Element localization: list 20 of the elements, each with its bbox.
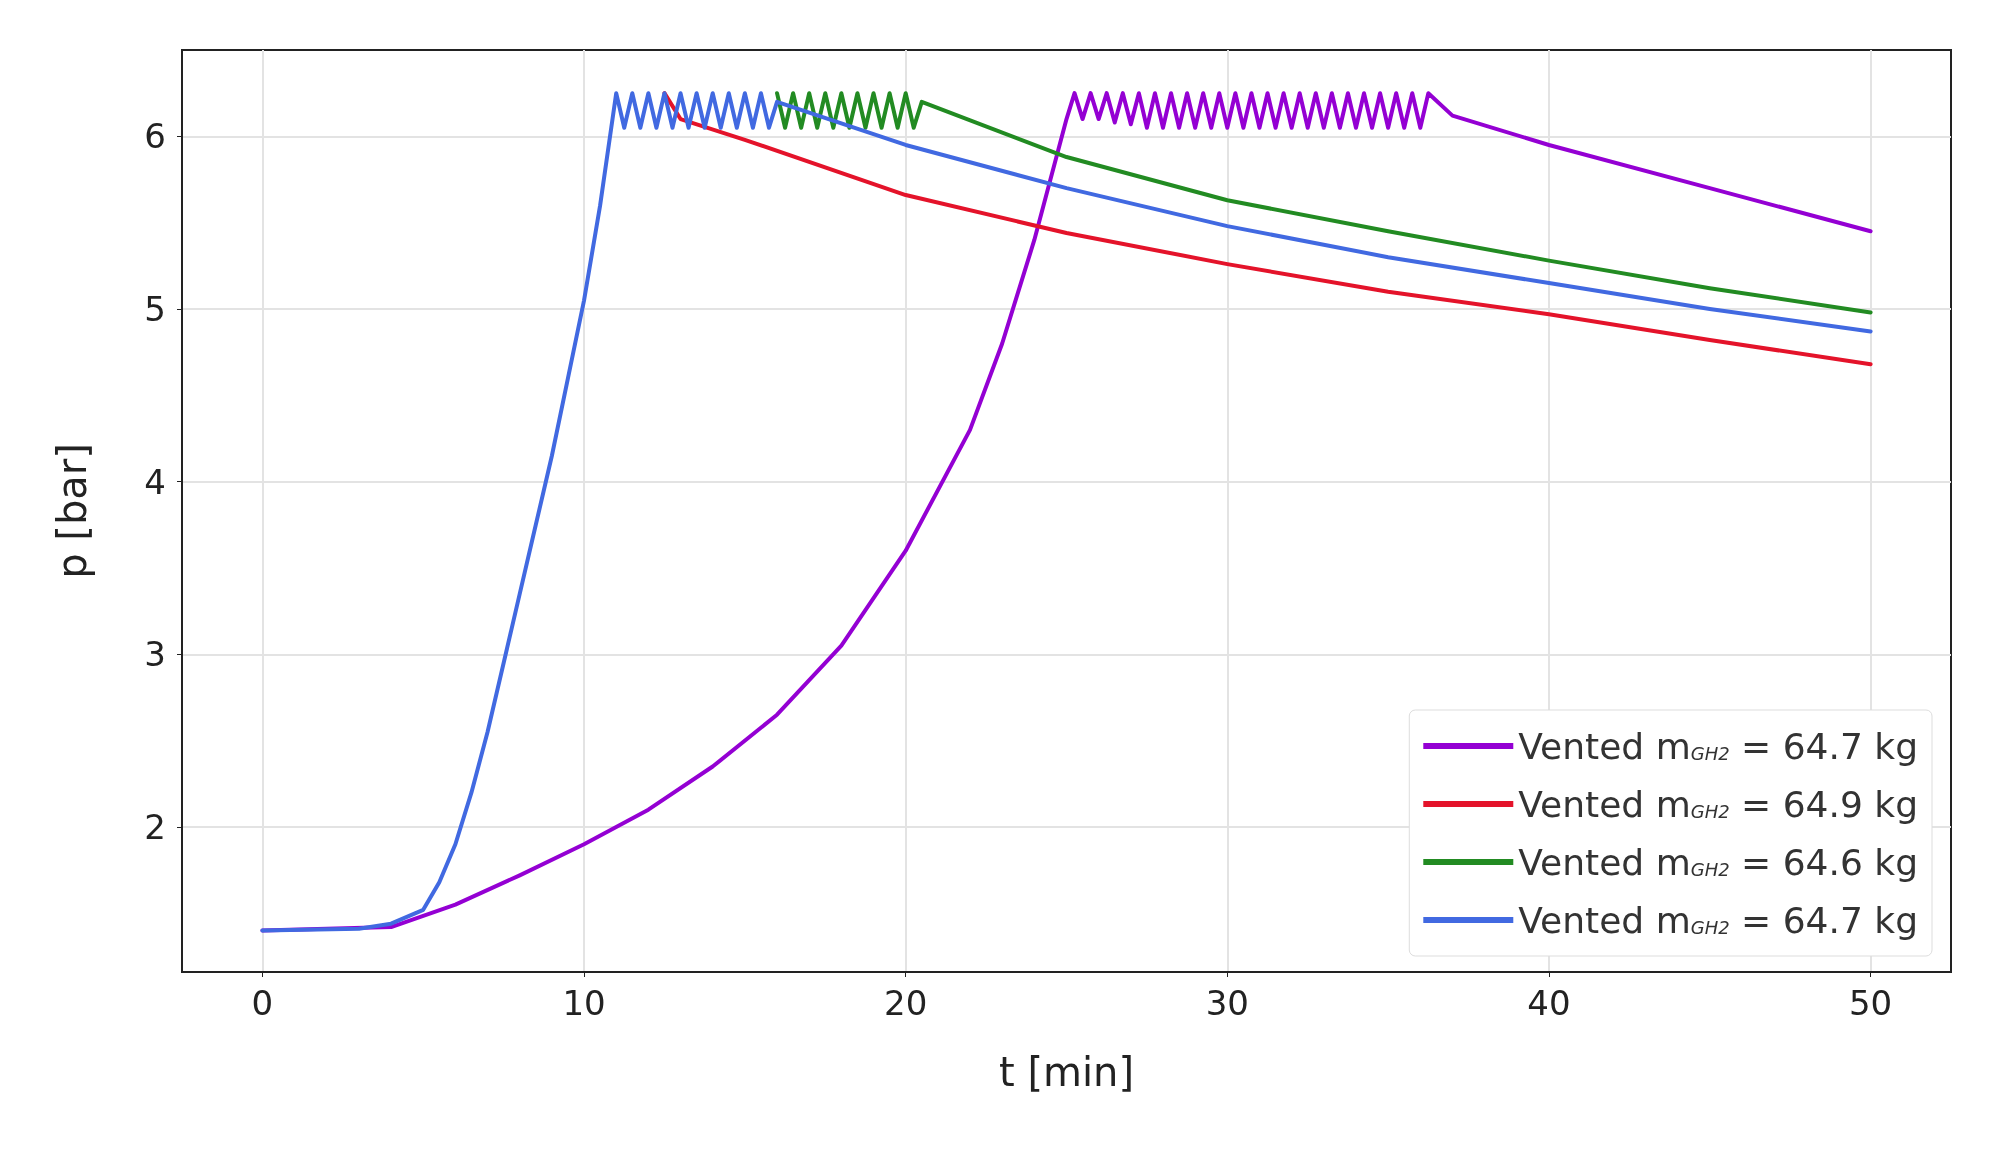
line-series bbox=[775, 91, 1873, 315]
x-tick-label: 20 bbox=[884, 983, 928, 1023]
legend-label: Vented mGH2 = 64.9 kg bbox=[1518, 783, 1919, 825]
x-tick-label: 0 bbox=[251, 983, 274, 1023]
x-tick-label: 30 bbox=[1205, 983, 1249, 1023]
x-axis-title: t [min] bbox=[998, 1049, 1135, 1095]
legend-label: Vented mGH2 = 64.7 kg bbox=[1518, 899, 1919, 941]
y-tick-label: 4 bbox=[144, 461, 166, 502]
y-axis-title: p [bar] bbox=[49, 443, 95, 579]
x-tick-label: 50 bbox=[1848, 983, 1893, 1023]
line-series bbox=[260, 91, 1873, 933]
line-series bbox=[662, 91, 1873, 367]
y-tick-label: 2 bbox=[144, 806, 166, 847]
x-tick-label: 40 bbox=[1527, 983, 1571, 1023]
legend-label: Vented mGH2 = 64.7 kg bbox=[1518, 725, 1919, 767]
y-tick-label: 3 bbox=[144, 634, 166, 675]
y-tick-label: 5 bbox=[144, 288, 166, 329]
y-tick-label: 6 bbox=[144, 116, 166, 157]
x-tick-label: 10 bbox=[562, 983, 606, 1023]
legend-label: Vented mGH2 = 64.6 kg bbox=[1518, 841, 1919, 883]
